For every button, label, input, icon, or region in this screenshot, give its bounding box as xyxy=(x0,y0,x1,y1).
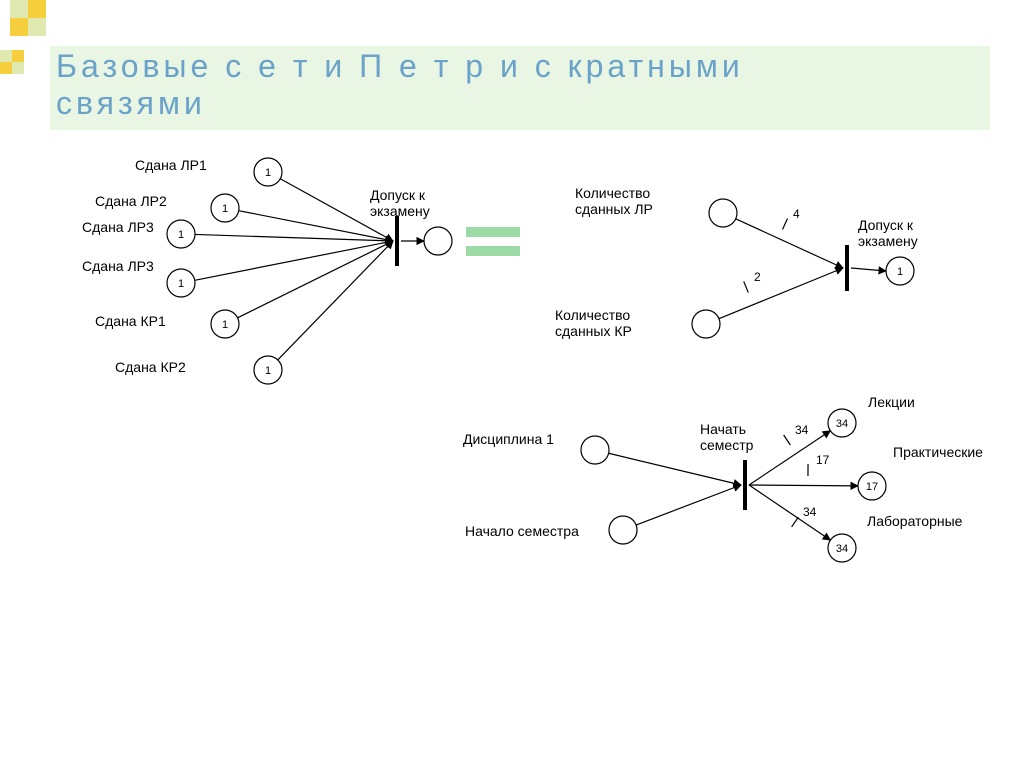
decor-square xyxy=(12,62,24,74)
place xyxy=(692,310,720,338)
arc xyxy=(736,219,843,268)
label: Сдана ЛР1 xyxy=(135,157,207,173)
label: Сдана ЛР2 xyxy=(95,193,167,209)
label: Дисциплина 1 xyxy=(463,431,554,447)
weight-tick xyxy=(792,517,799,527)
label: Практические xyxy=(893,444,983,460)
arc-weight: 4 xyxy=(793,207,800,221)
decor-square xyxy=(28,18,46,36)
place xyxy=(609,516,637,544)
arc-weight: 34 xyxy=(795,423,809,437)
token: 34 xyxy=(836,543,848,555)
token: 1 xyxy=(222,203,228,215)
token: 1 xyxy=(178,278,184,290)
label: Сдана ЛР3 xyxy=(82,219,154,235)
label: Лабораторные xyxy=(867,513,963,529)
label: Количество xyxy=(555,307,630,323)
arc xyxy=(278,241,393,360)
equals-bar xyxy=(466,227,520,237)
weight-tick xyxy=(784,435,791,445)
label: Допуск к xyxy=(370,187,426,203)
decor-square xyxy=(10,0,28,18)
weight-tick xyxy=(744,281,749,292)
arc xyxy=(851,268,886,271)
transition xyxy=(395,216,399,266)
token: 17 xyxy=(866,481,878,493)
arc-weight: 2 xyxy=(754,270,761,284)
label: Лекции xyxy=(868,394,915,410)
token: 1 xyxy=(265,365,271,377)
decor-square xyxy=(10,18,28,36)
label: Начать xyxy=(700,421,746,437)
label: семестр xyxy=(700,437,754,453)
token: 1 xyxy=(265,167,271,179)
transition xyxy=(743,460,747,510)
decor-square xyxy=(0,62,12,74)
token: 34 xyxy=(836,418,848,430)
token: 1 xyxy=(178,229,184,241)
place xyxy=(424,227,452,255)
label: Допуск к xyxy=(858,217,914,233)
label: сданных КР xyxy=(555,323,632,339)
label: экзамену xyxy=(370,203,430,219)
arc xyxy=(636,485,741,525)
label: экзамену xyxy=(858,233,918,249)
label: Начало семестра xyxy=(465,523,579,539)
decor-square xyxy=(28,0,46,18)
diagram-canvas: Допуск кэкзамену1Сдана ЛР11Сдана ЛР21Сда… xyxy=(0,0,1024,767)
label: Сдана ЛР3 xyxy=(82,258,154,274)
arc-weight: 17 xyxy=(816,453,830,467)
arc xyxy=(195,241,393,280)
place xyxy=(709,199,737,227)
token: 1 xyxy=(897,266,903,278)
arc xyxy=(609,453,741,485)
arc xyxy=(719,268,843,319)
arc xyxy=(749,485,858,486)
weight-tick xyxy=(783,219,788,230)
label: сданных ЛР xyxy=(575,201,653,217)
label: Количество xyxy=(575,185,650,201)
decor-square xyxy=(12,50,24,62)
label: Сдана КР1 xyxy=(95,313,166,329)
transition xyxy=(845,245,849,291)
arc xyxy=(238,241,393,318)
equals-bar xyxy=(466,246,520,256)
decor-square xyxy=(0,50,12,62)
arc-weight: 34 xyxy=(803,505,817,519)
token: 1 xyxy=(222,319,228,331)
label: Сдана КР2 xyxy=(115,359,186,375)
place xyxy=(581,436,609,464)
arc xyxy=(749,485,830,540)
